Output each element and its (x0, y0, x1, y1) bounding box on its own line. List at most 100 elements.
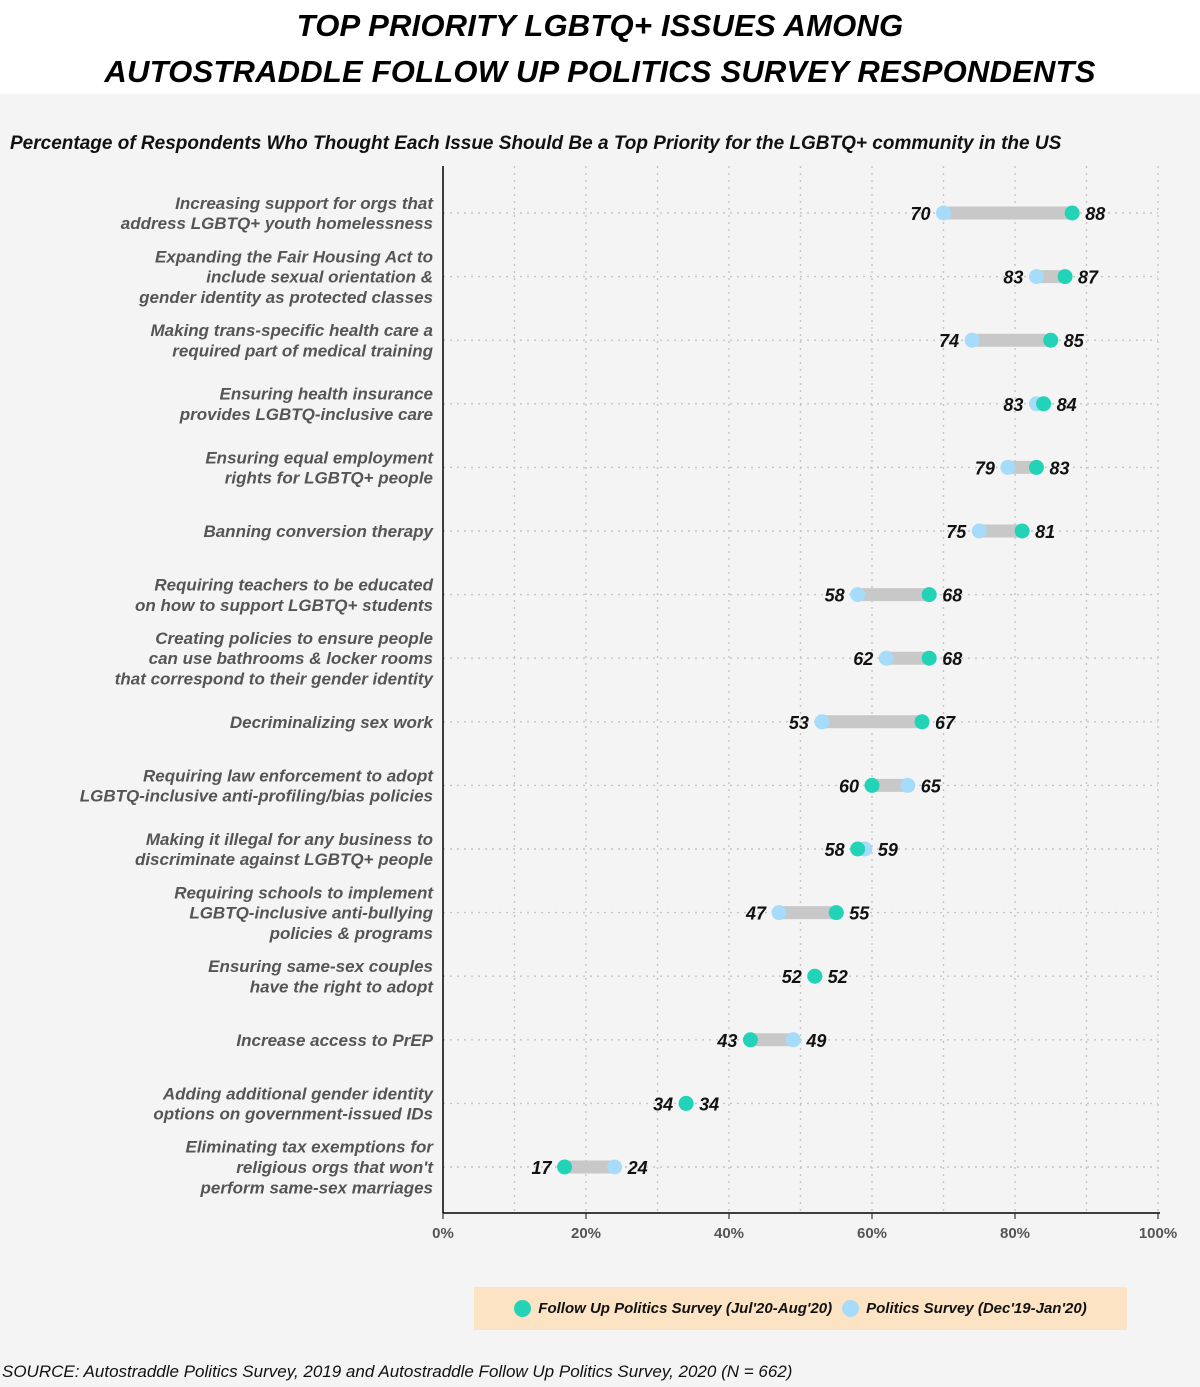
category-label: Ensuring health insurance provides LGBTQ-… (179, 385, 433, 424)
category-label: Making it illegal for any business to dis… (135, 830, 433, 869)
value-label-high: 85 (1064, 331, 1085, 351)
value-label-high: 67 (935, 713, 956, 733)
value-label-low: 79 (975, 458, 995, 478)
value-label-high: 65 (921, 776, 942, 796)
title-band (0, 0, 1200, 94)
value-label-high: 81 (1035, 522, 1055, 542)
category-label: Requiring schools to implement LGBTQ-incl… (174, 883, 434, 943)
category-label: Making trans-specific health care a requi… (151, 321, 434, 360)
category-label-line: Expanding the Fair Housing Act to (155, 247, 433, 266)
dot-follow-up (1064, 205, 1080, 221)
category-label-line: Making it illegal for any business to (146, 830, 433, 849)
value-label-low: 70 (910, 204, 930, 224)
x-tick-label: 80% (1000, 1225, 1030, 1242)
category-label: Expanding the Fair Housing Act to include… (138, 247, 433, 307)
category-label-line: that correspond to their gender identity (115, 670, 435, 689)
value-label-low: 83 (1003, 268, 1023, 288)
value-label-high: 68 (942, 649, 962, 669)
category-label: Ensuring equal employment rights for LGBT… (205, 448, 434, 487)
legend-follow-up-label: Follow Up Politics Survey (Jul'20-Aug'20… (538, 1300, 833, 1317)
dot-follow-up (1043, 332, 1059, 348)
dot-politics (964, 332, 980, 348)
dot-politics (850, 587, 866, 603)
category-label-line: Decriminalizing sex work (230, 713, 435, 732)
dot-follow-up (807, 968, 823, 984)
dot-follow-up (921, 587, 937, 603)
dot-politics (1000, 459, 1016, 475)
category-label-line: Requiring schools to implement (174, 883, 434, 902)
value-label-high: 87 (1078, 268, 1099, 288)
dot-follow-up (828, 905, 844, 921)
value-label-low: 47 (745, 904, 767, 924)
category-label-line: can use bathrooms & locker rooms (149, 649, 433, 668)
category-label: Requiring teachers to be educated on how … (135, 575, 434, 614)
value-label-high: 88 (1085, 204, 1105, 224)
value-label-low: 62 (853, 649, 873, 669)
value-label-high: 49 (805, 1031, 826, 1051)
category-label: Decriminalizing sex work (230, 713, 435, 732)
value-label-high: 84 (1057, 395, 1077, 415)
category-label-line: Adding additional gender identity (162, 1084, 435, 1103)
category-label-line: have the right to adopt (250, 977, 435, 996)
category-label-line: address LGBTQ+ youth homelessness (121, 214, 433, 233)
category-label-line: perform same-sex marriages (200, 1178, 433, 1197)
dot-politics (971, 523, 987, 539)
x-tick-label: 60% (857, 1225, 887, 1242)
x-tick-label: 100% (1139, 1225, 1177, 1242)
dot-politics (900, 777, 916, 793)
category-label: Increasing support for orgs that address … (121, 194, 435, 233)
category-label-line: religious orgs that won't (236, 1158, 434, 1177)
source-note: SOURCE: Autostraddle Politics Survey, 20… (2, 1362, 793, 1381)
category-label-line: on how to support LGBTQ+ students (135, 596, 433, 615)
dot-follow-up (914, 714, 930, 730)
dot-follow-up (1036, 396, 1052, 412)
x-tick-label: 40% (714, 1225, 744, 1242)
category-label: Requiring law enforcement to adopt LGBTQ-… (80, 766, 435, 805)
category-label-line: LGBTQ-inclusive anti-profiling/bias poli… (80, 787, 433, 806)
dot-politics (936, 205, 951, 221)
dot-politics (878, 650, 894, 666)
dot-follow-up (1028, 459, 1044, 475)
category-label-line: LGBTQ-inclusive anti-bullying (189, 904, 433, 923)
dumbbell-chart: Increasing support for orgs that address … (80, 166, 1177, 1242)
category-label-line: Ensuring equal employment (205, 448, 434, 467)
dot-politics (771, 905, 787, 921)
value-label-high: 52 (828, 967, 848, 987)
category-label-line: Requiring law enforcement to adopt (143, 766, 434, 785)
dot-follow-up (557, 1159, 573, 1175)
value-label-high: 24 (627, 1158, 648, 1178)
category-label-line: provides LGBTQ-inclusive care (179, 405, 433, 424)
legend-politics-label: Politics Survey (Dec'19-Jan'20) (866, 1300, 1087, 1317)
value-label-low: 52 (782, 967, 802, 987)
legend: Follow Up Politics Survey (Jul'20-Aug'20… (474, 1287, 1127, 1330)
category-label-line: required part of medical training (172, 341, 433, 360)
category-label: Adding additional gender identity options… (153, 1084, 434, 1123)
category-label-line: rights for LGBTQ+ people (225, 469, 433, 488)
category-label: Creating policies to ensure people can us… (115, 629, 435, 689)
value-label-low: 58 (825, 840, 845, 860)
category-label: Increase access to PrEP (236, 1031, 433, 1050)
category-label-line: Creating policies to ensure people (155, 629, 433, 648)
value-label-low: 83 (1003, 395, 1023, 415)
dot-follow-up (1057, 269, 1073, 285)
category-label-line: include sexual orientation & (206, 268, 433, 287)
x-tick-label: 20% (571, 1225, 601, 1242)
category-label-line: Ensuring health insurance (220, 385, 434, 404)
value-label-low: 53 (789, 713, 809, 733)
category-label: Ensuring same-sex couples have the right … (208, 957, 434, 996)
value-label-low: 75 (946, 522, 967, 542)
value-label-low: 43 (716, 1031, 737, 1051)
dot-politics (607, 1159, 623, 1175)
x-tick-label: 0% (432, 1225, 454, 1242)
value-label-high: 83 (1049, 458, 1069, 478)
dot-politics (814, 714, 830, 730)
chart-subtitle: Percentage of Respondents Who Thought Ea… (10, 133, 1062, 154)
value-label-low: 74 (939, 331, 959, 351)
dot-follow-up (921, 650, 937, 666)
value-label-high: 55 (849, 904, 870, 924)
value-label-low: 34 (653, 1094, 673, 1114)
category-label-line: Eliminating tax exemptions for (186, 1138, 435, 1157)
category-label-line: policies & programs (269, 924, 433, 943)
category-label-line: Requiring teachers to be educated (154, 575, 433, 594)
value-label-high: 59 (878, 840, 898, 860)
